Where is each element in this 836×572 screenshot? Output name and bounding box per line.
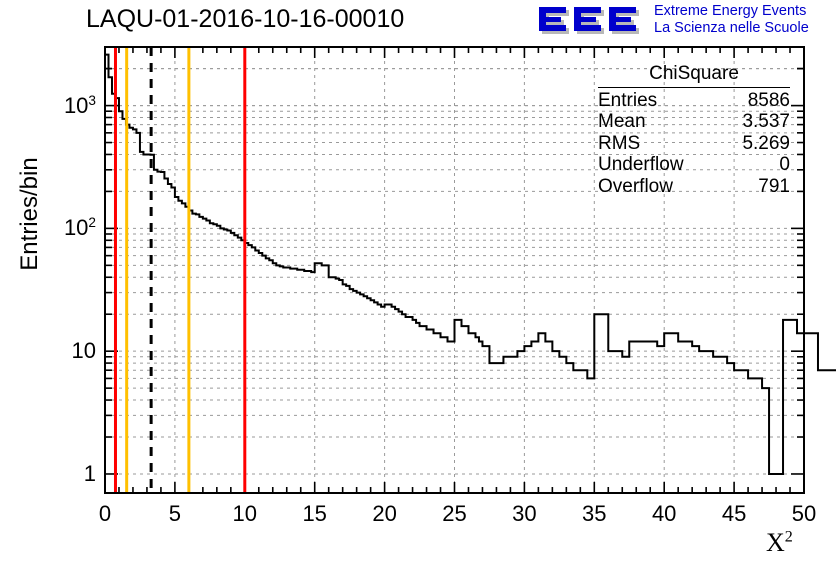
- stats-row: Mean 3.537: [598, 111, 790, 133]
- stats-row-value: 5.269: [742, 132, 790, 154]
- y-tick-label: 103: [63, 92, 96, 118]
- x-tick-label: 15: [302, 501, 327, 526]
- x-axis-title: X2: [766, 528, 793, 558]
- stats-row: RMS 5.269: [598, 133, 790, 155]
- eee-logo: Extreme Energy Events La Scienza nelle S…: [536, 2, 834, 42]
- stats-rows: Entries 8586 Mean 3.537 RMS 5.269 Underflow 0 Ov…: [598, 90, 790, 198]
- y-tick-label: 10: [71, 338, 96, 364]
- x-tick-label: 30: [512, 501, 537, 526]
- stats-row-value: 0: [779, 154, 790, 175]
- stats-row-value: 791: [758, 175, 790, 197]
- y-axis-title: Entries/bin: [16, 157, 43, 271]
- x-tick-label: 5: [168, 501, 182, 526]
- x-axis-title-base: X: [766, 528, 785, 557]
- stats-row: Entries 8586: [598, 90, 790, 112]
- stats-row-label: Underflow: [598, 154, 684, 175]
- x-axis-title-exponent: 2: [784, 528, 793, 546]
- stats-row-label: Entries: [598, 89, 658, 111]
- y-tick-label: 102: [63, 215, 96, 241]
- x-tick-label: 0: [98, 501, 112, 526]
- stats-row: Overflow 791: [598, 176, 790, 198]
- logo-line-1: Extreme Energy Events: [654, 3, 807, 19]
- stats-title: ChiSquare: [649, 63, 739, 84]
- stats-row-label: RMS: [598, 132, 641, 154]
- x-tick-label: 10: [232, 501, 258, 526]
- x-tick-label: 25: [442, 501, 467, 526]
- stats-divider: [598, 86, 790, 88]
- stats-row-label: Overflow: [598, 175, 673, 197]
- logo-line-2: La Scienza nelle Scuole: [654, 20, 809, 36]
- histogram-outline: [105, 53, 836, 475]
- stats-box: ChiSquare Entries 8586 Mean 3.537 RMS 5.269 Un…: [598, 63, 790, 197]
- stats-row: Underflow 0: [598, 154, 790, 176]
- stats-row-value: 8586: [747, 89, 790, 111]
- y-tick-label: 1: [83, 460, 96, 486]
- stats-row-value: 3.537: [742, 111, 790, 132]
- x-tick-label: 50: [791, 501, 817, 526]
- x-tick-label: 40: [651, 501, 677, 526]
- x-tick-label: 45: [721, 501, 747, 526]
- page-title: LAQU-01-2016-10-16-00010: [86, 5, 405, 33]
- stats-row-label: Mean: [598, 111, 646, 132]
- axis-frame: [104, 46, 805, 494]
- x-tick-label: 20: [372, 501, 397, 526]
- x-tick-label: 35: [582, 501, 607, 526]
- eee-logo-mark: [539, 7, 639, 34]
